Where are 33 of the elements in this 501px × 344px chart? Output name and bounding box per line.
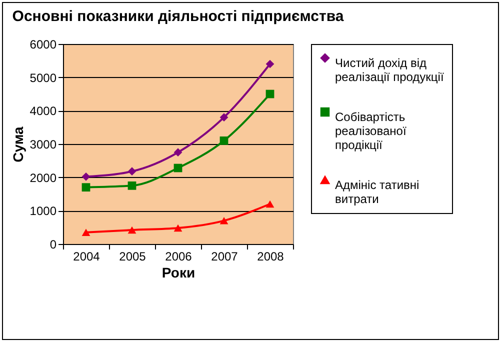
x-tick-label: 2006 xyxy=(165,250,192,264)
chart-title: Основні показники діяльності підприємства xyxy=(12,8,344,25)
x-tick-label: 2005 xyxy=(119,250,146,264)
point xyxy=(220,113,228,122)
point xyxy=(174,148,182,157)
y-tick-label: 5000 xyxy=(30,70,57,85)
y-tick-label: 6000 xyxy=(30,38,57,52)
point xyxy=(82,183,90,192)
legend-label: Адмініс тативні витрати xyxy=(335,178,420,206)
y-tick-label: 2000 xyxy=(30,170,57,185)
point xyxy=(128,167,136,176)
point xyxy=(174,224,182,232)
y-tick-label: 3000 xyxy=(30,138,57,152)
point xyxy=(266,60,274,68)
legend-label: Чистий дохід від реалізації продукції xyxy=(335,56,444,84)
point xyxy=(266,200,274,208)
x-axis-title: Роки xyxy=(162,264,196,280)
x-tick-label: 2007 xyxy=(211,250,238,264)
y-tick-label: 1000 xyxy=(30,204,57,218)
y-axis-title: Сума xyxy=(10,126,26,162)
legend-label: Собівартість реалізованої продікції xyxy=(335,110,407,152)
point xyxy=(174,164,182,172)
point xyxy=(128,226,136,234)
point xyxy=(266,90,274,98)
point xyxy=(128,181,136,190)
y-tick-label: 0 xyxy=(50,238,57,252)
point xyxy=(220,136,228,145)
x-tick-label: 2008 xyxy=(257,250,284,264)
x-tick-label: 2004 xyxy=(73,250,100,264)
point xyxy=(82,172,90,181)
y-tick-label: 4000 xyxy=(30,104,57,118)
point xyxy=(82,228,90,236)
point xyxy=(220,217,228,224)
